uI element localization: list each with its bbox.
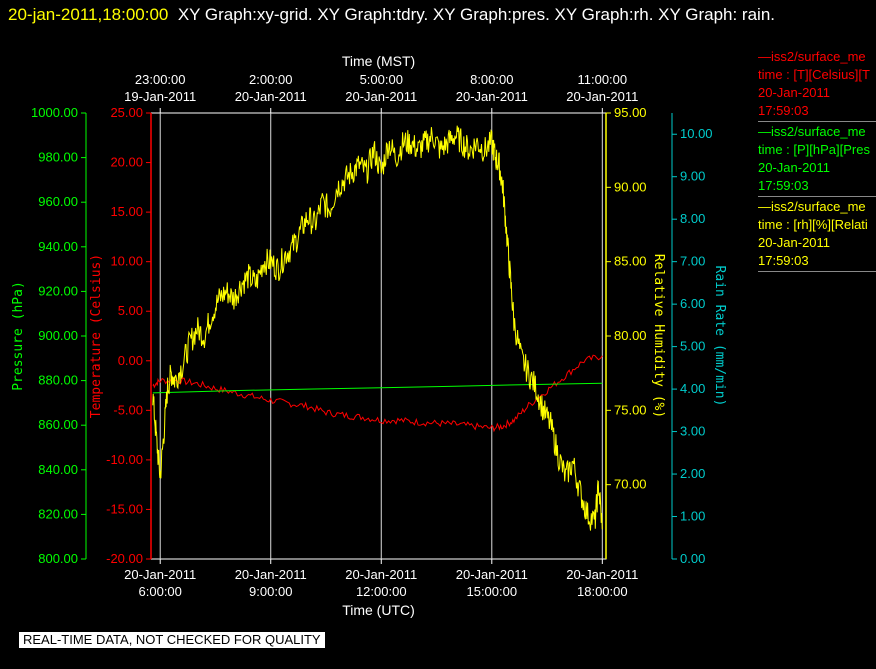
y-tick-label-pressure: 880.00 <box>38 373 78 388</box>
y-tick-label-rain: 6.00 <box>680 296 705 311</box>
y-tick-label-rain: 3.00 <box>680 424 705 439</box>
x-tick-label-date: 20-Jan-2011 <box>345 567 417 582</box>
y-axis-label-rain: Rain Rate (mm/min) <box>712 266 727 407</box>
y-axis-label-rh: Relative Humidity (%) <box>651 254 666 418</box>
legend-series-name: —iss2/surface_me <box>758 199 866 214</box>
y-tick-label-temperature: -15.00 <box>106 501 143 516</box>
y-tick-label-temperature: 5.00 <box>118 303 143 318</box>
legend-series-date: 20-Jan-2011 <box>758 85 831 100</box>
quality-disclaimer: REAL-TIME DATA, NOT CHECKED FOR QUALITY <box>19 632 325 648</box>
y-tick-label-pressure: 980.00 <box>38 150 78 165</box>
legend-series-var: time : [P][hPa][Pres <box>758 142 870 157</box>
y-tick-label-rh: 90.00 <box>614 179 647 194</box>
legend-entry-rh[interactable]: —iss2/surface_me time : [rh][%][Relati 2… <box>758 198 876 272</box>
y-tick-label-rain: 2.00 <box>680 466 705 481</box>
y-tick-label-rain: 0.00 <box>680 551 705 566</box>
y-tick-label-rain: 10.00 <box>680 126 713 141</box>
legend-series-var: time : [rh][%][Relati <box>758 217 868 232</box>
legend-series-time: 17:59:03 <box>758 178 809 193</box>
y-axis-label-temperature: Temperature (Celsius) <box>89 254 104 418</box>
top-tick-label-time: 8:00:00 <box>470 72 513 87</box>
y-tick-label-pressure: 900.00 <box>38 328 78 343</box>
legend-entry-pressure[interactable]: —iss2/surface_me time : [P][hPa][Pres 20… <box>758 123 876 197</box>
series-line-temperature <box>152 354 603 433</box>
legend-series-var: time : [T][Celsius][T <box>758 67 870 82</box>
legend-series-date: 20-Jan-2011 <box>758 235 831 250</box>
legend-series-time: 17:59:03 <box>758 103 809 118</box>
top-tick-label-date: 20-Jan-2011 <box>566 89 638 104</box>
y-tick-label-temperature: -5.00 <box>113 402 143 417</box>
y-tick-label-pressure: 960.00 <box>38 194 78 209</box>
x-axis-label-top: Time (MST) <box>342 53 415 69</box>
top-tick-label-date: 20-Jan-2011 <box>456 89 528 104</box>
plot-frame <box>150 112 607 560</box>
y-tick-label-pressure: 820.00 <box>38 506 78 521</box>
chart-title: 20-jan-2011,18:00:00 XY Graph:xy-grid. X… <box>8 2 868 28</box>
x-tick-label-time: 12:00:00 <box>356 584 407 599</box>
legend-series-time: 17:59:03 <box>758 253 809 268</box>
graph-list: XY Graph:xy-grid. XY Graph:tdry. XY Grap… <box>177 5 776 24</box>
y-tick-label-rain: 5.00 <box>680 339 705 354</box>
y-tick-label-pressure: 800.00 <box>38 551 78 566</box>
x-tick-label-date: 20-Jan-2011 <box>566 567 638 582</box>
timestamp: 20-jan-2011,18:00:00 <box>8 5 169 24</box>
legend-series-name: —iss2/surface_me <box>758 124 866 139</box>
top-tick-label-time: 23:00:00 <box>135 72 186 87</box>
y-tick-label-pressure: 840.00 <box>38 462 78 477</box>
top-tick-label-time: 2:00:00 <box>249 72 292 87</box>
y-tick-label-rain: 8.00 <box>680 211 705 226</box>
x-tick-label-date: 20-Jan-2011 <box>456 567 528 582</box>
x-tick-label-time: 9:00:00 <box>249 584 292 599</box>
x-tick-label-date: 20-Jan-2011 <box>124 567 196 582</box>
top-tick-label-date: 20-Jan-2011 <box>235 89 307 104</box>
y-tick-label-pressure: 920.00 <box>38 283 78 298</box>
y-tick-label-temperature: 10.00 <box>110 254 143 269</box>
y-tick-label-temperature: 15.00 <box>110 204 143 219</box>
x-tick-label-time: 15:00:00 <box>466 584 517 599</box>
top-tick-label-time: 11:00:00 <box>577 72 627 87</box>
y-tick-label-temperature: -20.00 <box>106 551 143 566</box>
y-tick-label-rain: 7.00 <box>680 254 705 269</box>
y-tick-label-rh: 70.00 <box>614 477 647 492</box>
y-tick-label-pressure: 860.00 <box>38 417 78 432</box>
x-axis-label-bottom: Time (UTC) <box>342 602 415 618</box>
series-line-rh <box>152 125 603 531</box>
x-tick-label-time: 6:00:00 <box>139 584 182 599</box>
series-line-pressure <box>152 382 603 394</box>
y-tick-label-rh: 80.00 <box>614 328 647 343</box>
y-tick-label-rh: 75.00 <box>614 402 647 417</box>
y-tick-label-pressure: 940.00 <box>38 239 78 254</box>
y-tick-label-temperature: 20.00 <box>110 155 143 170</box>
y-axis-label-pressure: Pressure (hPa) <box>11 281 26 391</box>
top-tick-label-date: 19-Jan-2011 <box>124 89 196 104</box>
y-tick-label-rain: 1.00 <box>680 509 705 524</box>
y-tick-label-temperature: -10.00 <box>106 452 143 467</box>
legend-series-name: —iss2/surface_me <box>758 49 866 64</box>
y-tick-label-pressure: 1000.00 <box>31 105 78 120</box>
y-tick-label-temperature: 0.00 <box>118 353 143 368</box>
x-tick-label-date: 20-Jan-2011 <box>235 567 307 582</box>
top-tick-label-date: 20-Jan-2011 <box>345 89 417 104</box>
x-tick-label-time: 18:00:00 <box>577 584 628 599</box>
y-tick-label-rh: 95.00 <box>614 105 647 120</box>
legend-entry-temperature[interactable]: —iss2/surface_me time : [T][Celsius][T 2… <box>758 48 876 122</box>
legend-series-date: 20-Jan-2011 <box>758 160 831 175</box>
y-tick-label-temperature: 25.00 <box>110 105 143 120</box>
y-tick-label-rh: 85.00 <box>614 254 647 269</box>
legend: —iss2/surface_me time : [T][Celsius][T 2… <box>758 48 876 273</box>
top-tick-label-time: 5:00:00 <box>360 72 403 87</box>
y-tick-label-rain: 4.00 <box>680 381 705 396</box>
y-tick-label-rain: 9.00 <box>680 169 705 184</box>
